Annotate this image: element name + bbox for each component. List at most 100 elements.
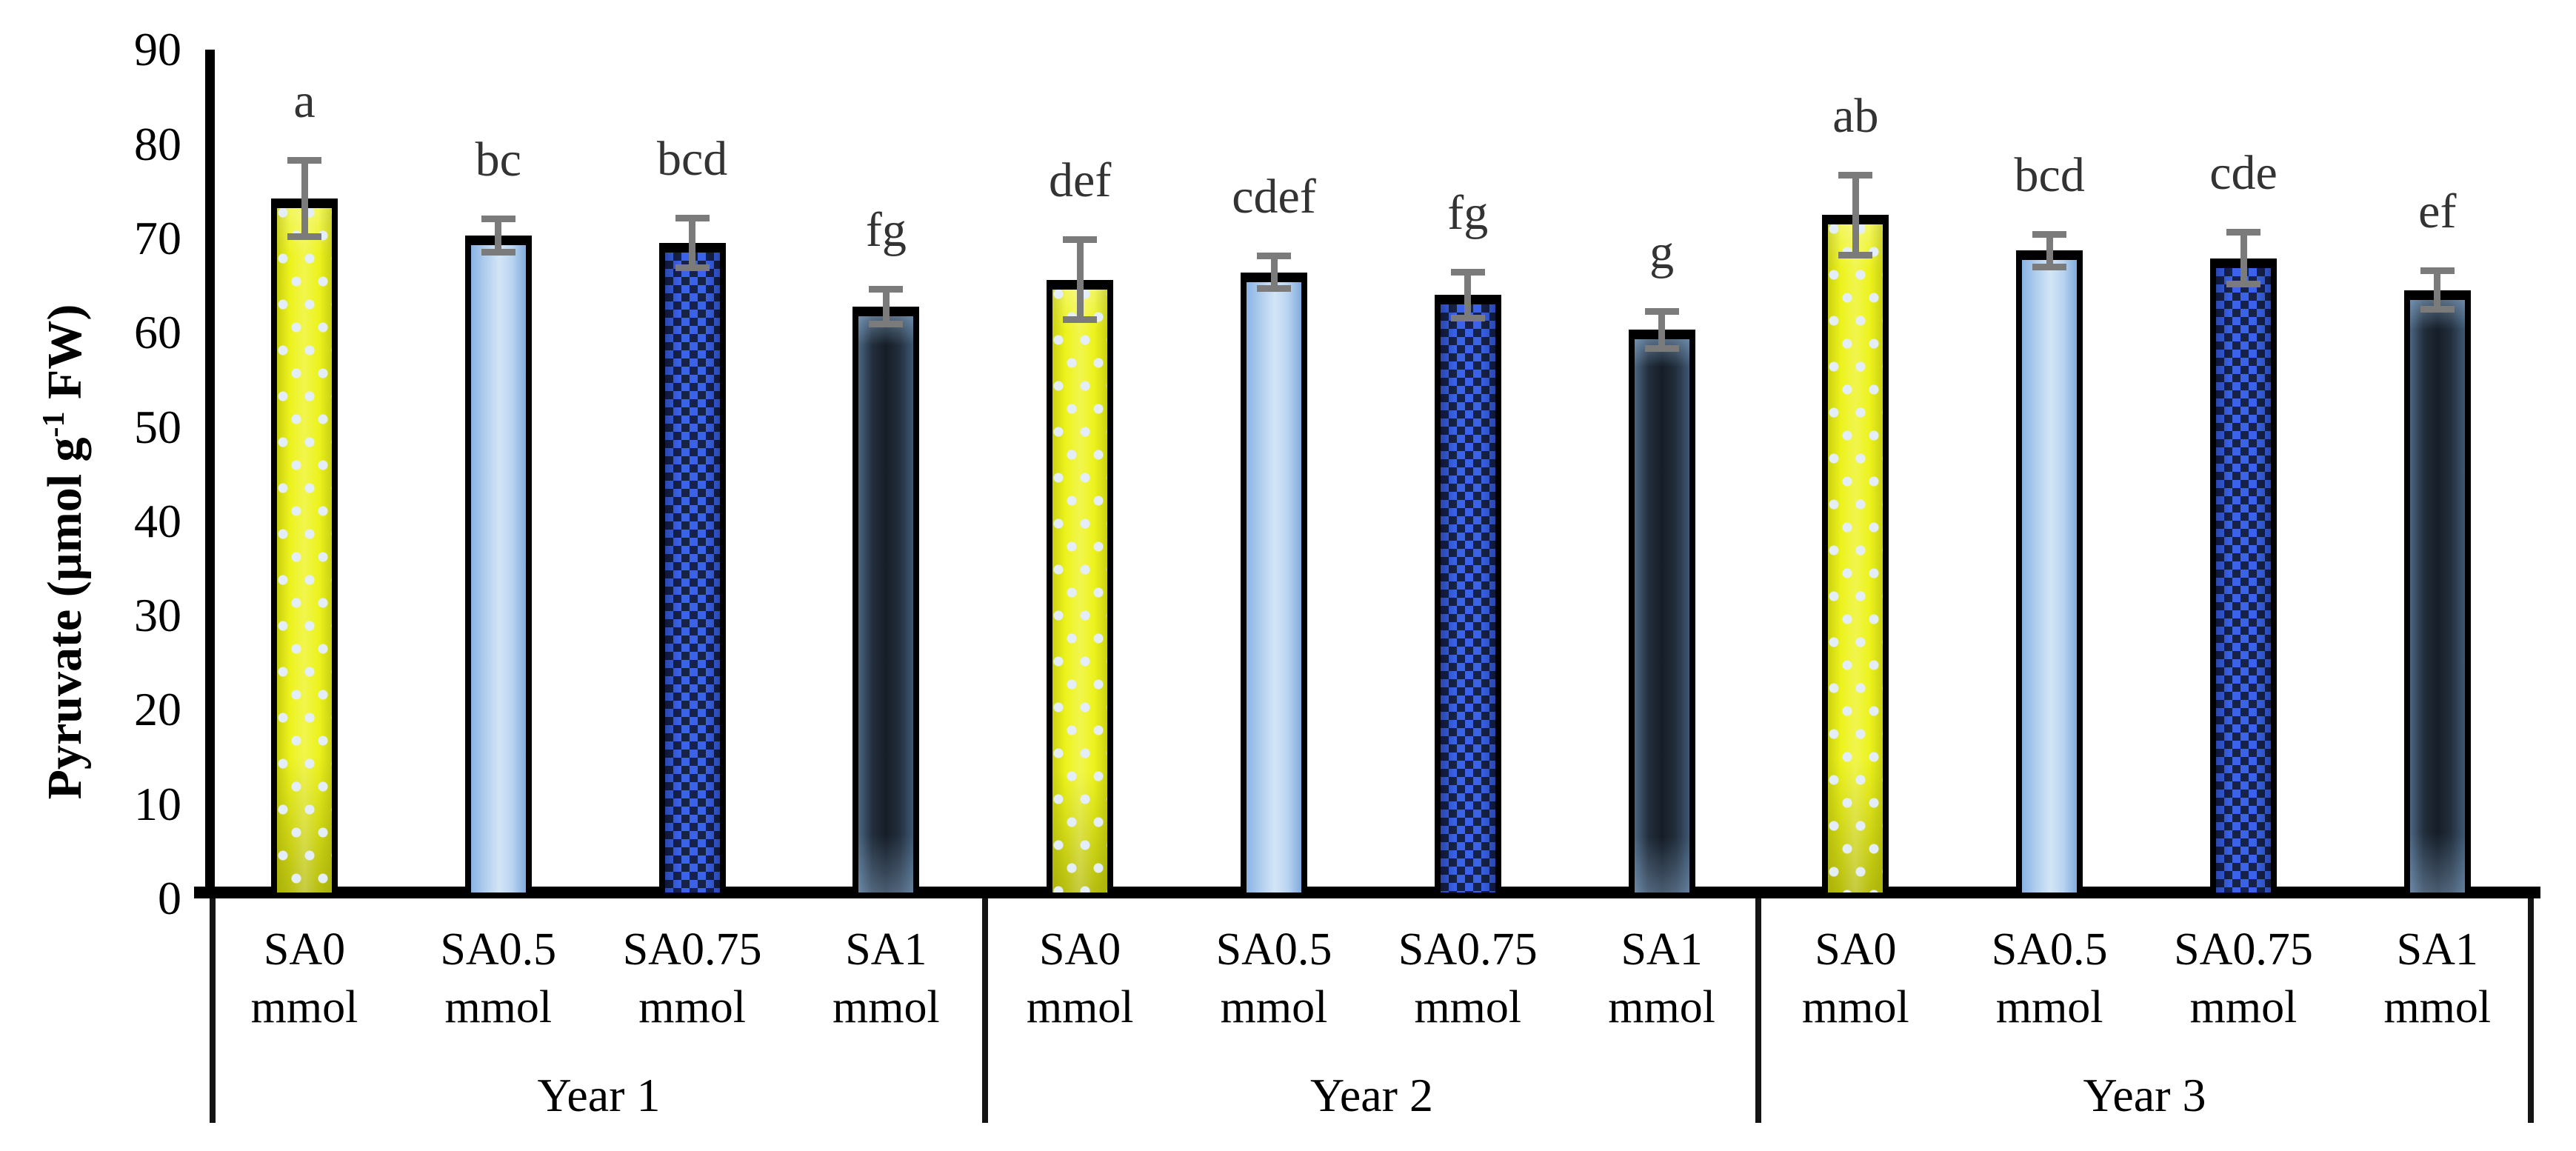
significance-letter: cdef — [1232, 169, 1316, 224]
x-axis-line — [194, 887, 2540, 898]
error-bar-line — [1658, 308, 1666, 352]
error-bar-line — [882, 285, 890, 327]
category-label-line2: mmol — [638, 982, 746, 1032]
category-label: SA0 mmol — [984, 921, 1176, 1036]
bar-year3-sa0.5 — [2016, 250, 2083, 898]
bar-year3-sa0 — [1822, 215, 1889, 898]
category-label-line2: mmol — [444, 982, 553, 1032]
bar-year2-sa0 — [1047, 279, 1114, 898]
bar-year1-sa1 — [852, 306, 920, 898]
group-label-year2: Year 2 — [1310, 1069, 1433, 1121]
error-bar-bottom-cap — [1257, 285, 1291, 293]
significance-letter: fg — [865, 202, 907, 257]
bar-year3-sa1 — [2403, 290, 2471, 898]
category-label-line2: mmol — [250, 982, 358, 1032]
category-label-line1: SA1 — [845, 924, 927, 975]
bar-year2-sa0.75 — [1434, 295, 1501, 898]
category-label-line2: mmol — [2383, 982, 2492, 1032]
error-bar-bottom-cap — [2032, 264, 2067, 271]
y-tick-label: 60 — [134, 306, 181, 359]
year-separator-line — [1755, 898, 1761, 1123]
category-label: SA1 mmol — [2341, 921, 2534, 1036]
error-bar-top-cap — [287, 157, 321, 164]
error-bar-bottom-cap — [1838, 251, 1873, 258]
significance-letter: ef — [2418, 184, 2457, 239]
category-label-line2: mmol — [2189, 982, 2298, 1032]
label-area-left-border — [210, 898, 216, 1123]
error-bar-top-cap — [1644, 308, 1679, 316]
category-label: SA0.75 mmol — [2147, 921, 2340, 1036]
error-bar-bottom-cap — [675, 264, 710, 272]
label-area-right-border — [2528, 898, 2534, 1123]
significance-letter: ab — [1832, 88, 1879, 143]
category-label-line1: SA0 — [263, 924, 346, 975]
error-bar-top-cap — [2226, 229, 2260, 236]
y-tick-label: 20 — [134, 683, 181, 736]
bar-year3-sa0.75 — [2210, 258, 2277, 898]
y-tick-label: 50 — [134, 400, 181, 453]
error-bar-line — [689, 215, 696, 272]
significance-letter: bc — [475, 133, 521, 187]
category-label-line2: mmol — [832, 982, 940, 1032]
error-bar-bottom-cap — [869, 320, 904, 327]
error-bar-top-cap — [2420, 267, 2455, 275]
category-label-line2: mmol — [1026, 982, 1134, 1032]
error-bar-top-cap — [675, 215, 710, 222]
category-label: SA0.75 mmol — [596, 921, 789, 1036]
category-label: SA0.5 mmol — [1178, 921, 1370, 1036]
category-label-line2: mmol — [1414, 982, 1522, 1032]
error-bar-bottom-cap — [2420, 306, 2455, 313]
category-label: SA1 mmol — [1566, 921, 1758, 1036]
significance-letter: cde — [2209, 146, 2278, 201]
error-bar-bottom-cap — [1644, 344, 1679, 352]
error-bar-line — [1852, 171, 1859, 258]
y-tick-label: 80 — [134, 117, 181, 170]
category-label-line2: mmol — [1220, 982, 1328, 1032]
y-tick-label: 70 — [134, 211, 181, 264]
bar-year1-sa0.75 — [658, 243, 726, 898]
error-bar-line — [2240, 229, 2247, 288]
significance-letter: bcd — [2014, 147, 2085, 202]
error-bar-line — [2046, 230, 2053, 271]
error-bar-bottom-cap — [481, 248, 515, 256]
category-label: SA0.75 mmol — [1372, 921, 1564, 1036]
bar-year2-sa1 — [1628, 330, 1695, 898]
category-label-line1: SA0.5 — [1991, 924, 2108, 975]
y-tick-label: 10 — [134, 777, 181, 830]
category-label-line1: SA0.75 — [622, 924, 762, 975]
error-bar-bottom-cap — [2226, 281, 2260, 288]
category-label: SA0.5 mmol — [402, 921, 595, 1036]
error-bar-bottom-cap — [287, 233, 321, 241]
category-label-line1: SA1 — [1621, 924, 1703, 975]
significance-letter: def — [1049, 153, 1112, 208]
error-bar-top-cap — [1257, 252, 1291, 259]
group-label-year3: Year 3 — [2083, 1069, 2206, 1121]
bar-year2-sa0.5 — [1241, 272, 1307, 898]
error-bar-bottom-cap — [1063, 316, 1098, 324]
error-bar-line — [1464, 268, 1472, 321]
category-label: SA0 mmol — [208, 921, 401, 1036]
category-label-line1: SA0.5 — [440, 924, 557, 975]
category-label-line2: mmol — [1608, 982, 1715, 1032]
group-label-year1: Year 1 — [537, 1069, 661, 1121]
y-tick-label: 0 — [158, 872, 181, 924]
bar-year1-sa0.5 — [464, 236, 532, 898]
error-bar-line — [1076, 236, 1084, 324]
error-bar-top-cap — [2032, 230, 2067, 238]
category-label-line2: mmol — [1802, 982, 1909, 1032]
significance-letter: g — [1649, 225, 1675, 280]
y-tick-label: 40 — [134, 494, 181, 547]
category-label: SA1 mmol — [790, 921, 982, 1036]
y-axis-line — [205, 50, 215, 898]
category-label-line1: SA0.5 — [1215, 924, 1332, 975]
year-separator-line — [982, 898, 988, 1123]
error-bar-bottom-cap — [1450, 314, 1485, 321]
significance-letter: fg — [1447, 185, 1489, 240]
category-label-line1: SA1 — [2396, 924, 2478, 975]
significance-letter: a — [293, 74, 316, 129]
category-label-line1: SA0 — [1815, 924, 1897, 975]
category-label: SA0.5 mmol — [1953, 921, 2146, 1036]
error-bar-top-cap — [481, 216, 515, 223]
error-bar-line — [1270, 252, 1278, 293]
